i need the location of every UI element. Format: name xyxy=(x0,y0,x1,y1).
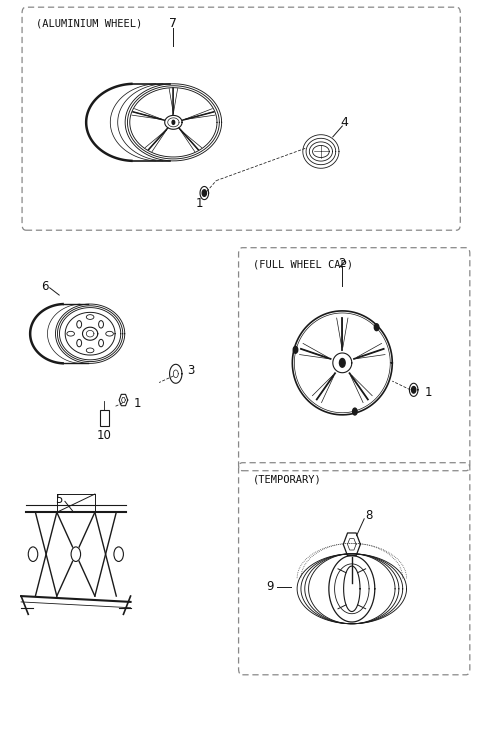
Text: 1: 1 xyxy=(196,196,204,210)
Circle shape xyxy=(353,408,357,415)
Circle shape xyxy=(114,547,123,561)
Text: (FULL WHEEL CAP): (FULL WHEEL CAP) xyxy=(253,259,353,269)
Text: 5: 5 xyxy=(56,493,63,506)
Polygon shape xyxy=(411,386,416,393)
Circle shape xyxy=(28,547,38,561)
Text: 4: 4 xyxy=(341,116,348,129)
Text: 3: 3 xyxy=(187,364,195,377)
Text: 1: 1 xyxy=(133,397,141,410)
Text: (ALUMINIUM WHEEL): (ALUMINIUM WHEEL) xyxy=(36,19,143,29)
Circle shape xyxy=(293,347,298,353)
Circle shape xyxy=(339,358,345,367)
Circle shape xyxy=(71,547,81,561)
Circle shape xyxy=(374,324,379,331)
Text: 10: 10 xyxy=(97,429,112,441)
Text: 8: 8 xyxy=(365,509,372,522)
Text: 6: 6 xyxy=(41,280,48,292)
Text: 2: 2 xyxy=(338,257,346,270)
Text: 7: 7 xyxy=(169,17,178,30)
Circle shape xyxy=(172,120,175,125)
Text: (TEMPORARY): (TEMPORARY) xyxy=(253,474,322,485)
Text: 1: 1 xyxy=(424,386,432,399)
Bar xyxy=(100,410,108,427)
Polygon shape xyxy=(202,190,206,196)
Text: 9: 9 xyxy=(266,580,273,593)
